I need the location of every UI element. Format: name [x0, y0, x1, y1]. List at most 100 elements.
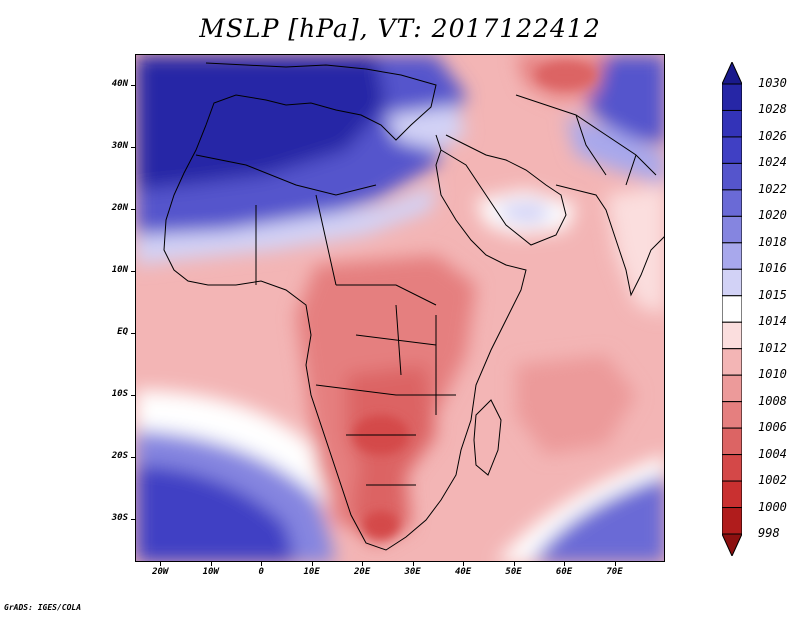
colorbar-swatch — [722, 454, 742, 482]
lon-label-20w: 20W — [152, 567, 169, 577]
colorbar-label-1022: 1022 — [758, 181, 787, 196]
colorbar-swatch — [722, 268, 742, 297]
colorbar-swatch — [722, 242, 742, 270]
colorbar-swatch — [722, 374, 742, 403]
colorbar-label-1026: 1026 — [758, 128, 787, 143]
lon-tick — [261, 562, 263, 566]
colorbar-swatch — [722, 109, 742, 138]
asia-borders — [515, 94, 657, 186]
lon-label-50e: 50E — [505, 567, 522, 577]
colorbar-swatch — [722, 136, 742, 164]
footer-credit: GrADS: IGES/COLA — [4, 603, 82, 612]
lon-tick — [614, 562, 616, 566]
lat-tick — [131, 270, 135, 272]
colorbar-label-1010: 1010 — [758, 367, 787, 382]
lon-label-0: 0 — [258, 567, 264, 577]
lat-label-10n: 10N — [111, 264, 128, 275]
lon-label-40e: 40E — [454, 567, 472, 577]
low-indian-ocean — [516, 355, 636, 455]
lat-label-30s: 30S — [111, 512, 128, 523]
map-canvas — [136, 55, 664, 561]
colorbar-label-1006: 1006 — [758, 420, 787, 435]
coastlines — [163, 62, 664, 551]
chart-title: MSLP [hPa], VT: 2017122412 — [199, 14, 601, 43]
colorbar-swatch — [722, 189, 742, 217]
colorbar-label-1004: 1004 — [758, 446, 787, 461]
lon-label-10w: 10W — [202, 567, 219, 577]
colorbar-label-1002: 1002 — [758, 473, 787, 488]
colorbar-label-1014: 1014 — [758, 314, 787, 329]
ridge-iran — [566, 115, 664, 185]
lat-label-30n: 30N — [111, 140, 128, 151]
colorbar — [722, 62, 742, 556]
high-indian-ocean — [527, 475, 664, 561]
colorbar-bottom-triangle — [722, 533, 742, 556]
lon-label-70e: 70E — [606, 567, 623, 577]
lat-label-20n: 20N — [111, 202, 128, 213]
colorbar-swatch — [722, 401, 742, 429]
lon-label-10e: 10E — [303, 567, 320, 577]
lon-tick — [513, 562, 515, 566]
lon-tick — [463, 562, 465, 566]
colorbar-swatch — [722, 83, 742, 111]
colorbar-top-triangle — [722, 62, 742, 85]
colorbar-label-1015: 1015 — [758, 287, 787, 302]
lon-tick — [160, 562, 162, 566]
colorbar-label-1028: 1028 — [758, 102, 787, 117]
lat-label-eq: EQ — [117, 326, 128, 337]
lat-tick — [131, 146, 135, 148]
colorbar-label-1012: 1012 — [758, 340, 787, 355]
low-center-2 — [363, 511, 399, 539]
med-band — [386, 105, 466, 150]
lat-tick — [131, 332, 135, 334]
colorbar-label-998: 998 — [758, 526, 780, 540]
colorbar-swatch — [722, 215, 742, 244]
colorbar-label-1016: 1016 — [758, 261, 787, 276]
lat-tick — [131, 518, 135, 520]
country-borders — [195, 154, 456, 486]
high-central-asia — [586, 55, 664, 145]
lat-label-40n: 40N — [111, 78, 128, 89]
low-center-3 — [536, 61, 596, 89]
colorbar-label-1030: 1030 — [758, 76, 787, 90]
colorbar-swatch — [722, 480, 742, 509]
lon-tick — [412, 562, 414, 566]
high-core — [136, 55, 386, 190]
lon-tick — [311, 562, 313, 566]
lat-label-20s: 20S — [111, 450, 128, 461]
africa-coast — [163, 62, 527, 551]
lat-tick — [131, 84, 135, 86]
colorbar-label-1020: 1020 — [758, 208, 787, 223]
colorbar-label-1008: 1008 — [758, 393, 787, 408]
lon-label-30e: 30E — [404, 567, 421, 577]
arabia-coast — [440, 134, 567, 246]
lat-tick — [131, 208, 135, 210]
lon-label-20e: 20E — [354, 567, 371, 577]
lat-label-10s: 10S — [111, 388, 128, 399]
colorbar-swatch — [722, 321, 742, 350]
colorbar-swatch — [722, 295, 742, 323]
india-coast — [555, 184, 664, 297]
lon-tick — [564, 562, 566, 566]
ridge-arabia-core — [496, 200, 556, 225]
colorbar-label-1024: 1024 — [758, 155, 787, 170]
pressure-map — [135, 54, 665, 562]
india-field — [606, 185, 664, 315]
colorbar-swatch — [722, 507, 742, 535]
ridge-edge — [136, 185, 436, 265]
lon-label-60e: 60E — [555, 567, 573, 577]
edge-indian-ocean — [497, 455, 664, 561]
colorbar-swatch — [722, 162, 742, 191]
colorbar-swatch — [722, 427, 742, 456]
lon-tick — [362, 562, 364, 566]
lon-tick — [210, 562, 212, 566]
colorbar-label-1018: 1018 — [758, 234, 787, 249]
edge-south-atlantic — [136, 390, 341, 505]
pressure-field — [136, 55, 664, 561]
madagascar-coast — [473, 399, 502, 476]
high-core-south — [136, 465, 296, 561]
colorbar-label-1000: 1000 — [758, 499, 787, 514]
lat-tick — [131, 456, 135, 458]
lat-tick — [131, 394, 135, 396]
colorbar-swatch — [722, 348, 742, 376]
